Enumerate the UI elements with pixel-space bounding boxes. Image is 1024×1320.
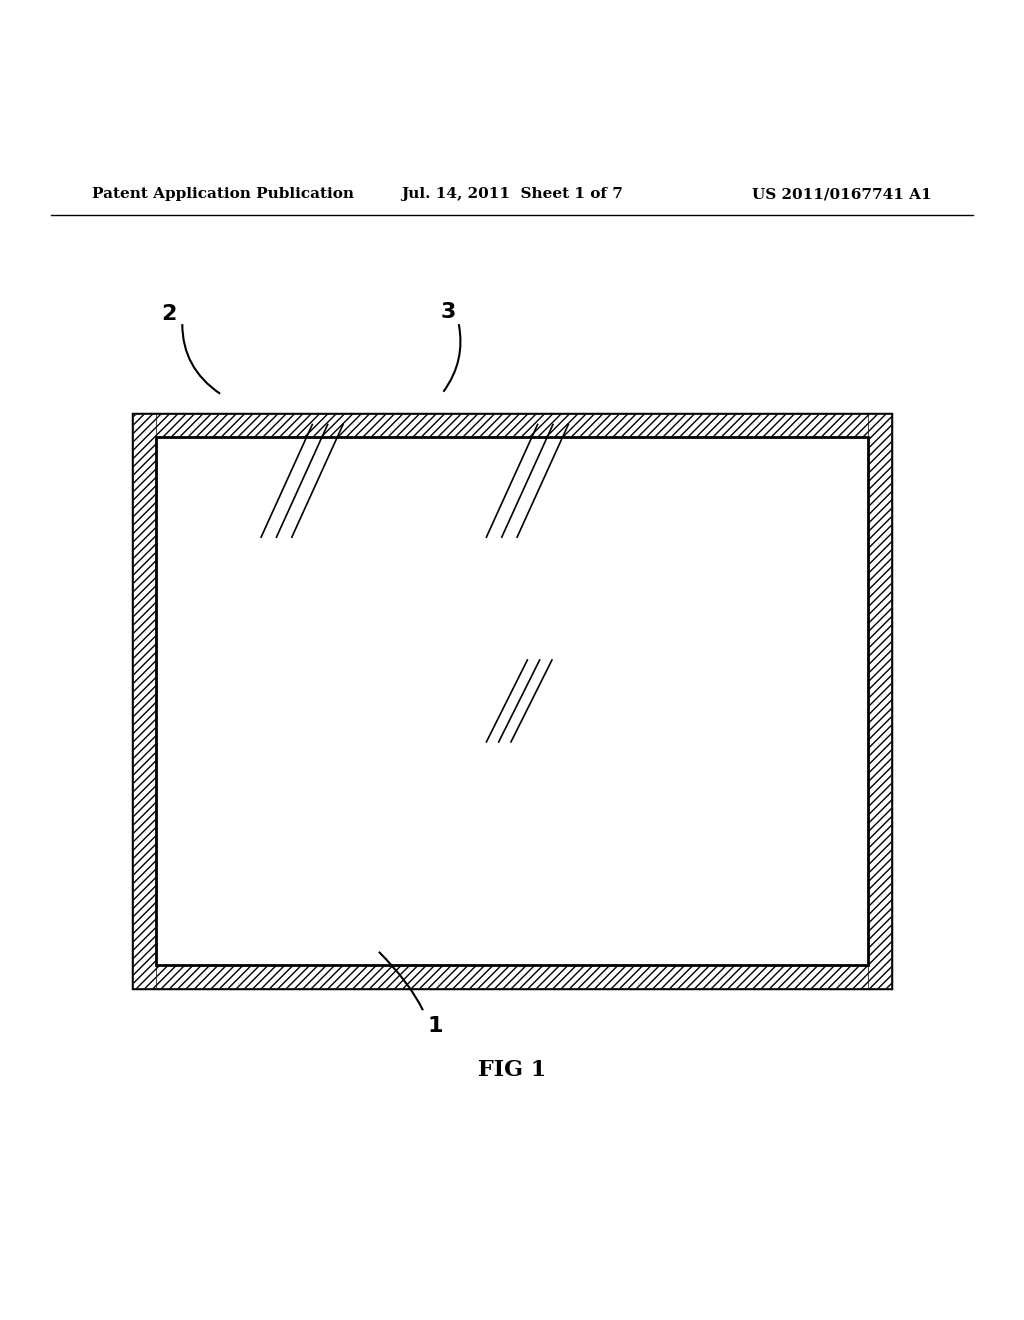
Text: 1: 1 xyxy=(427,1015,443,1036)
Bar xyxy=(133,414,891,437)
Bar xyxy=(133,414,156,987)
Text: 3: 3 xyxy=(440,302,457,322)
Bar xyxy=(133,414,891,987)
Text: US 2011/0167741 A1: US 2011/0167741 A1 xyxy=(753,187,932,201)
Bar xyxy=(156,437,868,965)
Text: 2: 2 xyxy=(161,304,177,323)
Text: FIG 1: FIG 1 xyxy=(478,1059,546,1081)
Bar xyxy=(868,414,891,987)
Text: Patent Application Publication: Patent Application Publication xyxy=(92,187,354,201)
Text: Jul. 14, 2011  Sheet 1 of 7: Jul. 14, 2011 Sheet 1 of 7 xyxy=(401,187,623,201)
Bar xyxy=(133,965,891,987)
